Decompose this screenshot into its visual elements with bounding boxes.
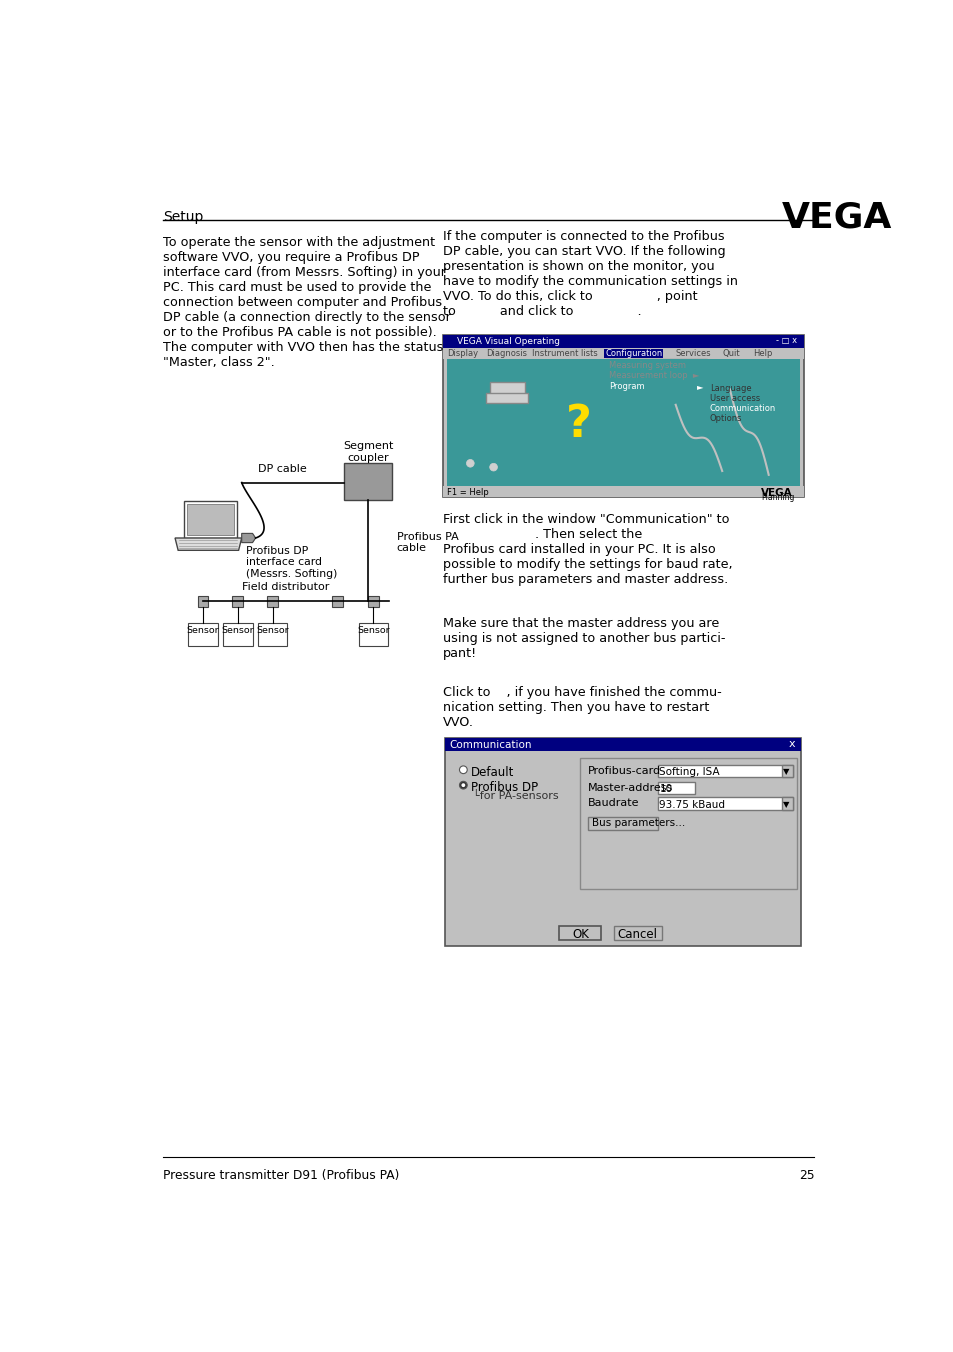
Text: If the computer is connected to the Profibus
DP cable, you can start VVO. If the: If the computer is connected to the Prof… <box>443 230 738 318</box>
Text: Program: Program <box>608 381 644 391</box>
Bar <box>233 596 243 607</box>
Text: ▼: ▼ <box>782 768 789 776</box>
Bar <box>605 381 706 391</box>
Polygon shape <box>241 534 255 542</box>
Bar <box>604 349 662 358</box>
Bar <box>707 404 775 412</box>
Bar <box>257 623 287 646</box>
Text: Segment
coupler: Segment coupler <box>342 441 393 462</box>
Text: Planning: Planning <box>760 492 794 502</box>
Bar <box>781 798 792 810</box>
Bar <box>443 347 802 358</box>
Bar <box>658 781 695 795</box>
Text: ?: ? <box>565 403 591 446</box>
Polygon shape <box>187 504 233 535</box>
Text: Options: Options <box>709 414 741 423</box>
Text: Language: Language <box>709 384 751 393</box>
Circle shape <box>461 783 465 787</box>
Text: Cancel: Cancel <box>618 927 657 941</box>
Bar <box>443 487 802 498</box>
Text: Instrument lists: Instrument lists <box>532 349 598 357</box>
Text: 93.75 kBaud: 93.75 kBaud <box>659 800 724 810</box>
Text: DP cable: DP cable <box>257 464 306 475</box>
Bar <box>368 596 378 607</box>
Text: Profibus-card: Profibus-card <box>587 767 660 776</box>
Bar <box>267 596 278 607</box>
Text: User access: User access <box>709 393 760 403</box>
Text: Profibus PA
cable: Profibus PA cable <box>396 531 458 553</box>
Text: Baudrate: Baudrate <box>587 798 639 808</box>
Bar <box>558 926 600 940</box>
Bar <box>658 765 793 777</box>
Text: Communication: Communication <box>709 404 775 412</box>
Text: Setup: Setup <box>163 210 204 224</box>
Text: Diagnosis: Diagnosis <box>485 349 526 357</box>
Text: ►: ► <box>697 381 703 391</box>
Text: Configuration: Configuration <box>605 349 662 357</box>
Text: Sensor: Sensor <box>356 626 390 635</box>
Text: Pressure transmitter D91 (Profibus PA): Pressure transmitter D91 (Profibus PA) <box>163 1169 399 1183</box>
Text: Sensor: Sensor <box>221 626 253 635</box>
Bar <box>443 335 802 347</box>
Text: Bus parameters...: Bus parameters... <box>592 818 684 829</box>
Text: Make sure that the master address you are
using is not assigned to another bus p: Make sure that the master address you ar… <box>443 617 725 660</box>
Bar <box>579 758 797 890</box>
Text: Measuring system: Measuring system <box>608 361 685 370</box>
Text: Measurement loop  ►: Measurement loop ► <box>608 370 699 380</box>
Text: Sensor: Sensor <box>187 626 219 635</box>
Text: Sensor: Sensor <box>256 626 289 635</box>
Text: VEGA: VEGA <box>781 200 891 235</box>
Polygon shape <box>174 538 241 550</box>
Text: 10: 10 <box>659 784 672 795</box>
Text: VEGA Visual Operating: VEGA Visual Operating <box>456 337 559 346</box>
Text: First click in the window "Communication" to
                       . Then selec: First click in the window "Communication… <box>443 512 732 585</box>
Bar <box>485 393 528 403</box>
Text: x: x <box>788 740 795 749</box>
Text: VEGA: VEGA <box>760 488 792 498</box>
Text: Click to    , if you have finished the commu-
nication setting. Then you have to: Click to , if you have finished the comm… <box>443 685 721 729</box>
Bar <box>587 817 658 830</box>
Text: Help: Help <box>753 349 772 357</box>
Text: ▼: ▼ <box>782 800 789 808</box>
Bar <box>332 596 343 607</box>
Text: Softing, ISA: Softing, ISA <box>659 768 720 777</box>
Text: Master-address: Master-address <box>587 783 673 792</box>
Bar <box>489 381 524 399</box>
Text: Profibus DP: Profibus DP <box>471 781 537 795</box>
Bar <box>613 926 661 940</box>
Text: Communication: Communication <box>449 740 532 750</box>
Bar <box>658 798 793 810</box>
Circle shape <box>459 781 467 790</box>
Bar <box>447 358 799 487</box>
Text: Quit: Quit <box>721 349 739 357</box>
Polygon shape <box>184 502 236 538</box>
Bar <box>223 623 253 646</box>
Bar <box>781 765 792 777</box>
Text: 25: 25 <box>798 1169 814 1183</box>
Bar <box>706 381 776 425</box>
Bar <box>358 623 388 646</box>
Text: Field distributor: Field distributor <box>242 581 329 592</box>
Text: Default: Default <box>471 767 514 779</box>
Circle shape <box>489 464 497 470</box>
Text: Services: Services <box>675 349 711 357</box>
Circle shape <box>466 460 474 468</box>
Text: - □ x: - □ x <box>776 337 797 345</box>
Text: OK: OK <box>572 927 588 941</box>
Bar <box>344 462 392 499</box>
Bar <box>188 623 217 646</box>
Text: F1 = Help: F1 = Help <box>447 488 488 498</box>
Text: └for PA-sensors: └for PA-sensors <box>472 791 558 800</box>
Bar <box>444 738 801 750</box>
Circle shape <box>459 767 467 773</box>
Bar <box>443 335 802 498</box>
Text: Profibus DP
interface card
(Messrs. Softing): Profibus DP interface card (Messrs. Soft… <box>245 546 336 579</box>
Bar <box>605 358 706 381</box>
Text: To operate the sensor with the adjustment
software VVO, you require a Profibus D: To operate the sensor with the adjustmen… <box>163 237 451 369</box>
Bar <box>197 596 208 607</box>
Text: Display: Display <box>447 349 477 357</box>
Bar <box>444 738 801 946</box>
